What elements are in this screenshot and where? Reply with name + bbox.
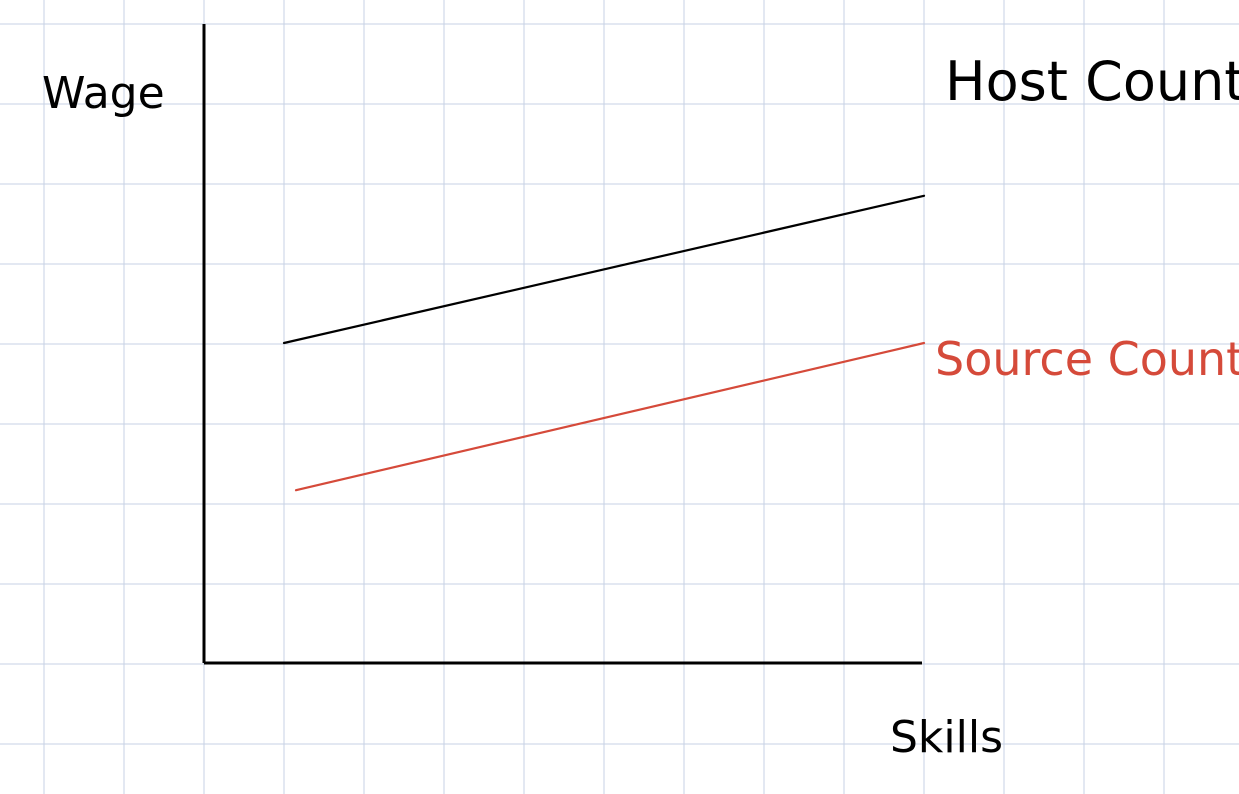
series-lines bbox=[282, 194, 926, 492]
y-axis-label: Wage bbox=[42, 68, 165, 119]
series-label-source-country: Source Country bbox=[935, 332, 1239, 386]
series-line-source-country bbox=[294, 341, 926, 492]
x-axis-label: Skills bbox=[890, 712, 1003, 763]
series-line-host-country bbox=[282, 194, 926, 345]
series-label-host-country: Host Country bbox=[945, 50, 1239, 113]
